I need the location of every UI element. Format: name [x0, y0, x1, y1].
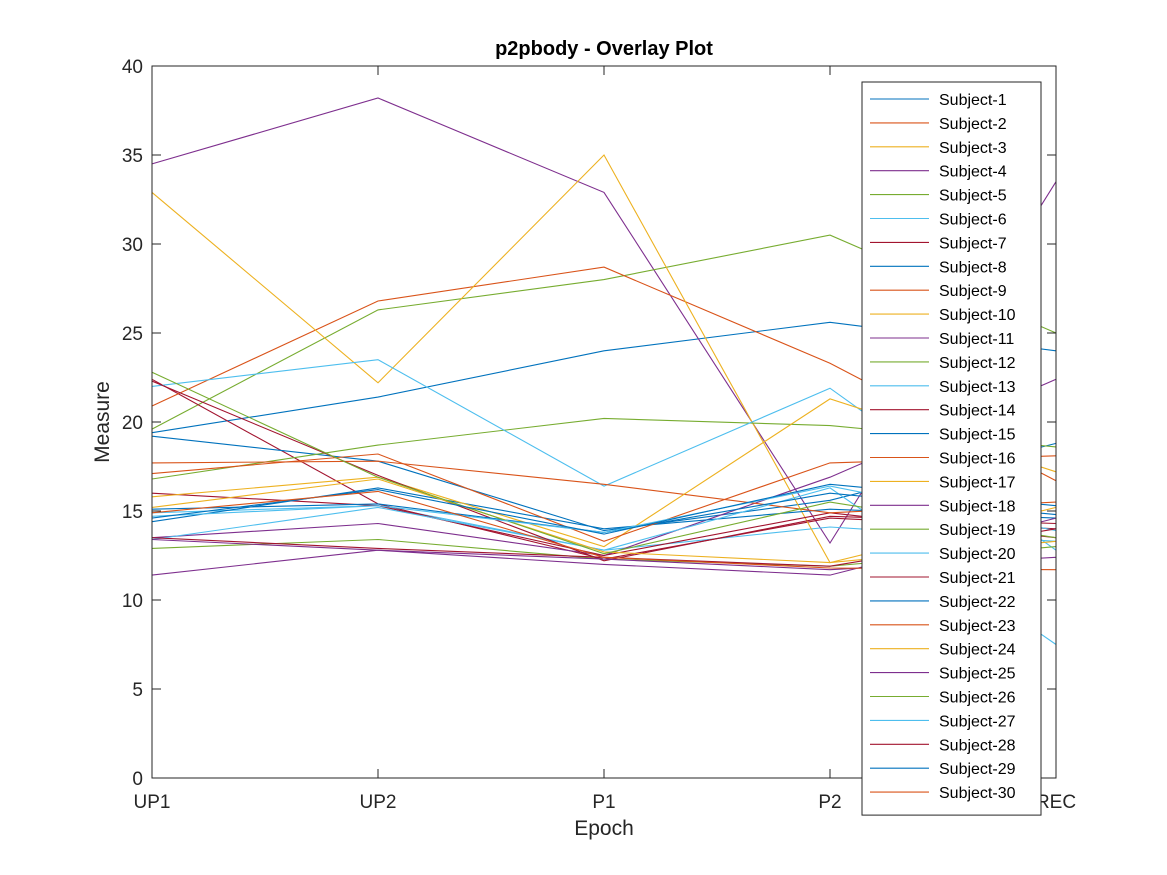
legend-entry-label: Subject-13 [939, 379, 1016, 396]
x-tick-label: REC [1036, 792, 1076, 813]
legend-entry-label: Subject-7 [939, 235, 1007, 252]
legend-entry-label: Subject-12 [939, 355, 1016, 372]
x-tick-label: UP2 [360, 792, 397, 813]
legend-entry-label: Subject-30 [939, 785, 1016, 802]
legend-entry-label: Subject-19 [939, 522, 1016, 539]
x-tick-label: UP1 [134, 792, 171, 813]
legend-entry-label: Subject-2 [939, 116, 1007, 133]
x-tick-label: P1 [592, 792, 615, 813]
legend-entry-label: Subject-15 [939, 427, 1016, 444]
y-tick-label: 30 [122, 235, 143, 256]
x-axis-label: Epoch [574, 817, 634, 840]
y-tick-label: 40 [122, 57, 143, 78]
chart-title: p2pbody - Overlay Plot [495, 38, 713, 60]
legend-entry-label: Subject-18 [939, 498, 1016, 515]
legend-entry-label: Subject-9 [939, 283, 1007, 300]
legend-entry-label: Subject-1 [939, 92, 1007, 109]
y-tick-label: 20 [122, 413, 143, 434]
legend-entry-label: Subject-14 [939, 403, 1016, 420]
legend-entry-label: Subject-21 [939, 570, 1016, 587]
y-tick-label: 25 [122, 324, 143, 345]
y-tick-label: 0 [132, 769, 143, 790]
legend-entry-label: Subject-24 [939, 642, 1016, 659]
legend-entry-label: Subject-8 [939, 259, 1007, 276]
y-tick-label: 10 [122, 591, 143, 612]
x-tick-label: P2 [818, 792, 841, 813]
y-tick-label: 15 [122, 502, 143, 523]
legend-entry-label: Subject-27 [939, 713, 1016, 730]
legend-entry-label: Subject-20 [939, 546, 1016, 563]
legend-entry-label: Subject-25 [939, 666, 1016, 683]
legend-entry-label: Subject-11 [939, 331, 1014, 348]
axes-layer: 0 5 10 15 20 25 30 35 40 UP1 UP2 P1 P2 REC [122, 57, 1076, 813]
legend: Subject-1 Subject-2 Subject-3 Subject-4 Subj… [861, 81, 1042, 816]
legend-entry-label: Subject-16 [939, 451, 1016, 468]
y-axis-label: Measure [91, 381, 114, 463]
legend-entry-label: Subject-6 [939, 212, 1007, 229]
legend-entry-label: Subject-17 [939, 474, 1016, 491]
legend-entry-label: Subject-22 [939, 594, 1016, 611]
legend-entry-label: Subject-29 [939, 761, 1016, 778]
y-tick-label: 35 [122, 146, 143, 167]
y-tick-label: 5 [132, 680, 143, 701]
legend-entry-label: Subject-23 [939, 618, 1016, 635]
legend-entry-label: Subject-4 [939, 164, 1007, 181]
legend-entry-label: Subject-3 [939, 140, 1007, 157]
legend-entry-label: Subject-28 [939, 737, 1016, 754]
legend-box [861, 81, 1042, 816]
legend-entry-label: Subject-10 [939, 307, 1016, 324]
legend-entry-label: Subject-26 [939, 690, 1016, 707]
legend-entry-label: Subject-5 [939, 188, 1007, 205]
